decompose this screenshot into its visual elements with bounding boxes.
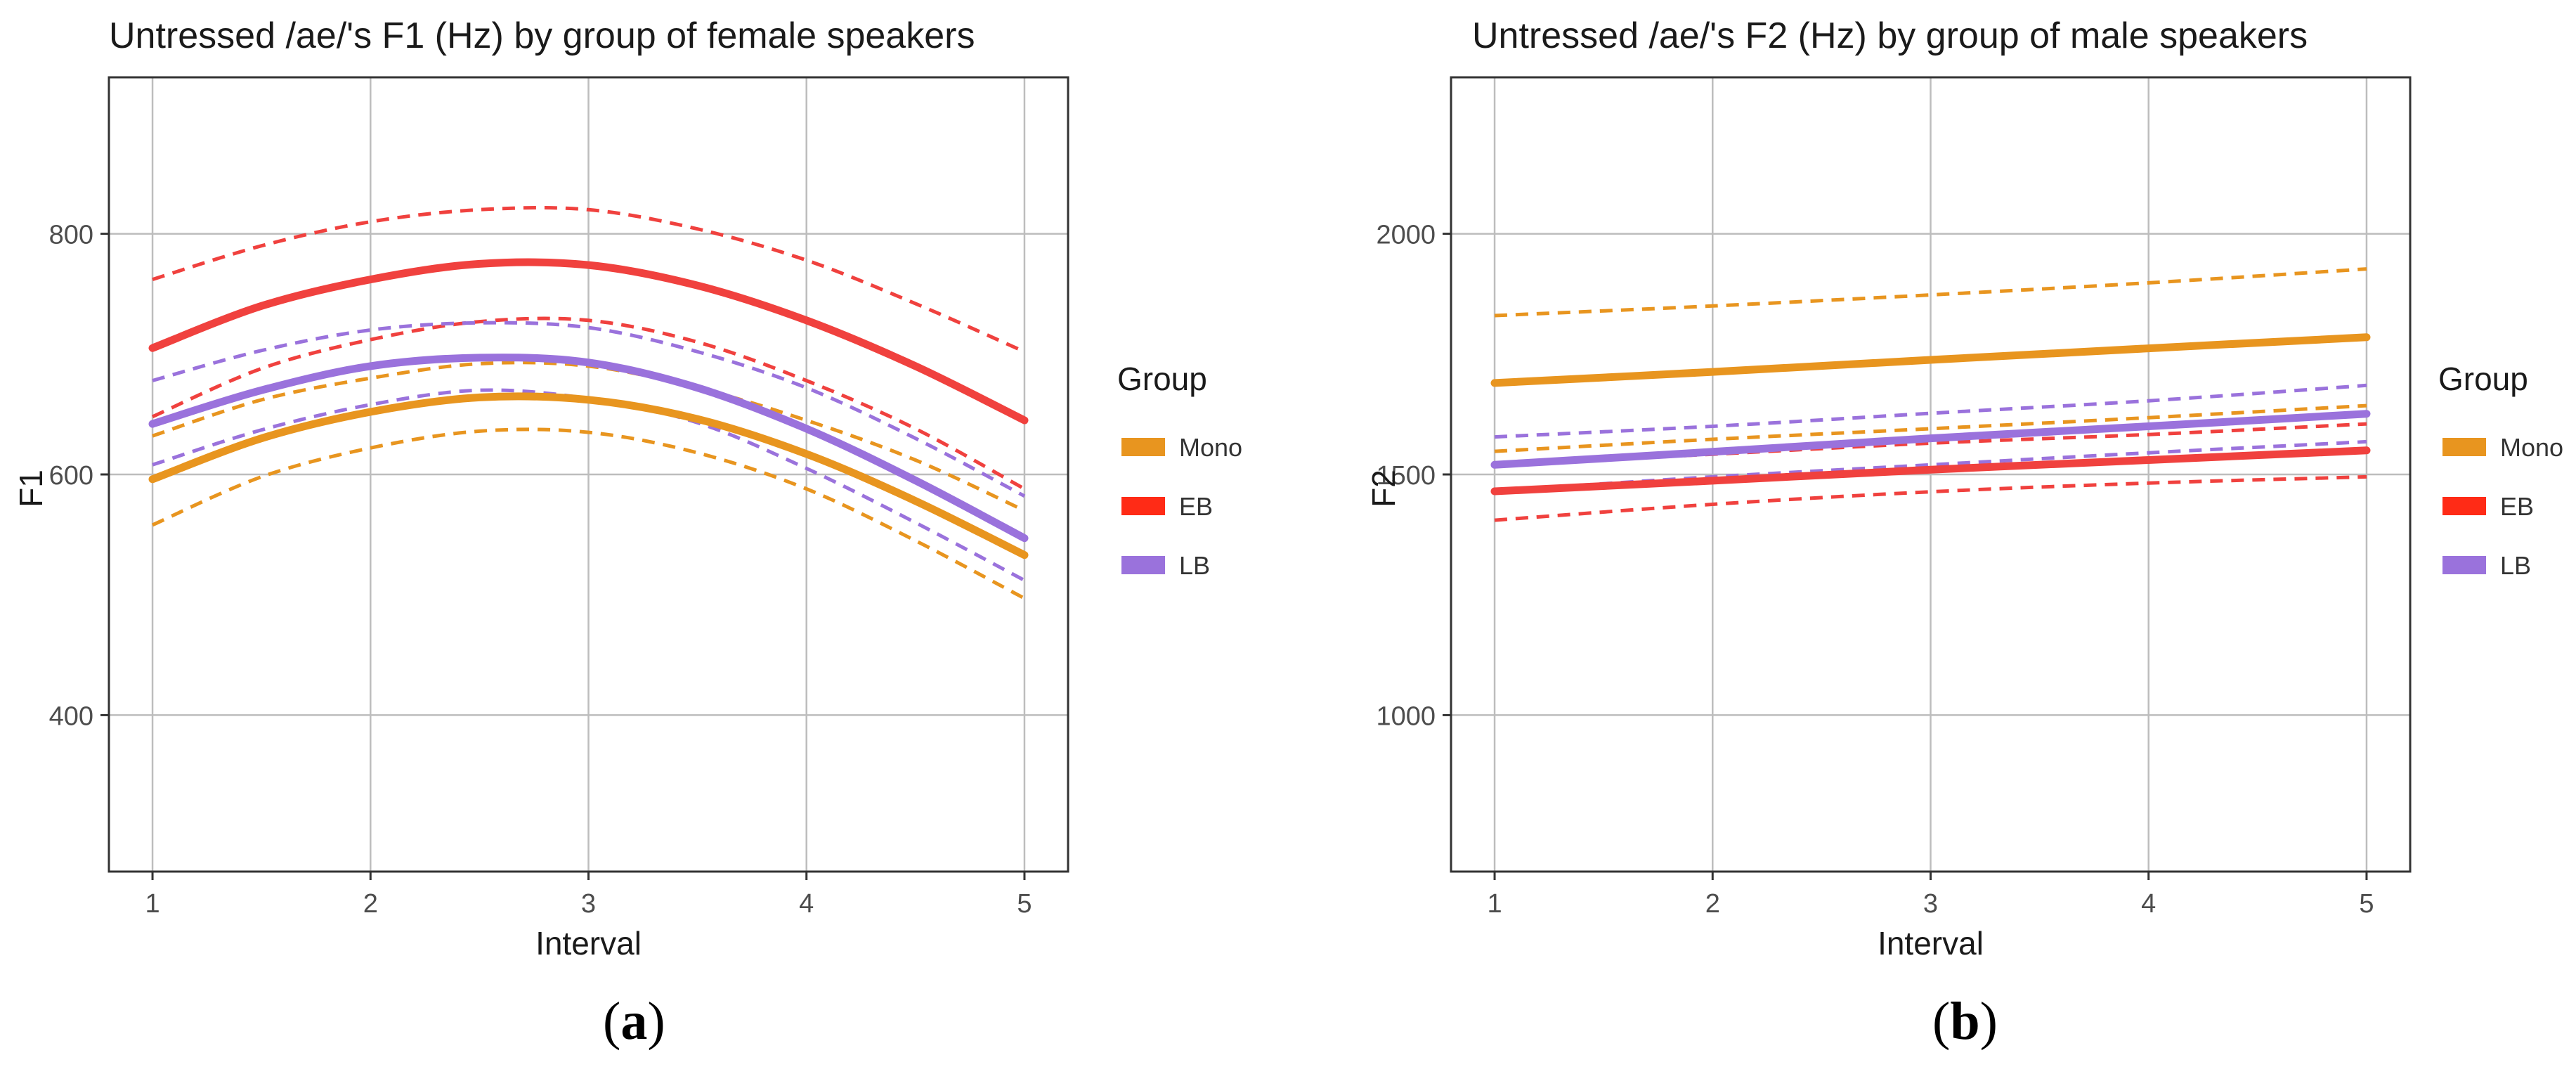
chart-panel-b: Untressed /ae/'s F2 (Hz) by group of mal…	[1365, 15, 2563, 962]
series-lb-ci-upper	[152, 321, 1026, 498]
x-axis-label: Interval	[535, 925, 642, 962]
legend-swatch-mono	[1121, 438, 1165, 456]
legend-label-lb: LB	[1179, 551, 1210, 580]
y-tick-label: 2000	[1376, 221, 1436, 250]
chart-panel-a: Untressed /ae/'s F1 (Hz) by group of fem…	[13, 15, 1242, 962]
legend-swatch-lb	[1121, 556, 1165, 574]
x-tick-label: 4	[2141, 889, 2156, 919]
x-tick-label: 4	[799, 889, 814, 919]
series-eb-ci-upper	[152, 206, 1026, 354]
caption-a-letter: a	[620, 992, 648, 1051]
x-tick-label: 3	[1923, 889, 1938, 919]
legend-swatch-mono	[2442, 438, 2486, 456]
legend-swatch-lb	[2442, 556, 2486, 574]
y-tick-label: 1500	[1376, 461, 1436, 491]
legend: Group Mono EB LB	[2438, 361, 2563, 580]
y-tick-label: 1000	[1376, 701, 1436, 731]
series-eb-ci-lower	[151, 316, 1026, 491]
chart-title: Untressed /ae/'s F2 (Hz) by group of mal…	[1472, 15, 2308, 56]
x-tick-label: 1	[145, 889, 160, 919]
chart-title: Untressed /ae/'s F1 (Hz) by group of fem…	[109, 15, 975, 56]
x-tick-label: 2	[1705, 889, 1720, 919]
caption-b: (b)	[1932, 992, 1998, 1051]
legend-title: Group	[1117, 361, 1207, 397]
legend-label-eb: EB	[1179, 492, 1213, 521]
legend: Group Mono EB LB	[1117, 361, 1242, 580]
x-tick-label: 5	[1017, 889, 1032, 919]
y-tick-label: 600	[49, 461, 93, 491]
y-axis-label: F1	[13, 470, 49, 507]
x-tick-label: 3	[581, 889, 596, 919]
legend-label-lb: LB	[2500, 551, 2531, 580]
series-group	[148, 206, 1029, 600]
series-mono-ci-lower	[151, 427, 1026, 600]
series-mono-line	[1490, 333, 2371, 387]
x-tick-label: 2	[363, 889, 378, 919]
x-axis-label: Interval	[1878, 925, 1984, 962]
y-tick-label: 800	[49, 221, 93, 250]
legend-swatch-eb	[2442, 497, 2486, 515]
series-lb-line	[148, 354, 1029, 543]
caption-b-letter: b	[1950, 992, 1980, 1051]
series-group	[1490, 267, 2371, 522]
legend-label-eb: EB	[2500, 492, 2534, 521]
y-tick-label: 400	[49, 701, 93, 731]
caption-a: (a)	[603, 992, 665, 1051]
x-tick-label: 1	[1487, 889, 1502, 919]
legend-swatch-eb	[1121, 497, 1165, 515]
series-lb-line	[1490, 410, 2371, 469]
series-eb-line	[148, 258, 1029, 425]
x-tick-label: 5	[2359, 889, 2374, 919]
legend-title: Group	[2438, 361, 2528, 397]
legend-label-mono: Mono	[1179, 433, 1242, 462]
series-eb-line	[1490, 446, 2371, 496]
legend-label-mono: Mono	[2500, 433, 2563, 462]
y-axis-label: F2	[1365, 470, 1402, 507]
series-mono-line	[148, 392, 1029, 559]
